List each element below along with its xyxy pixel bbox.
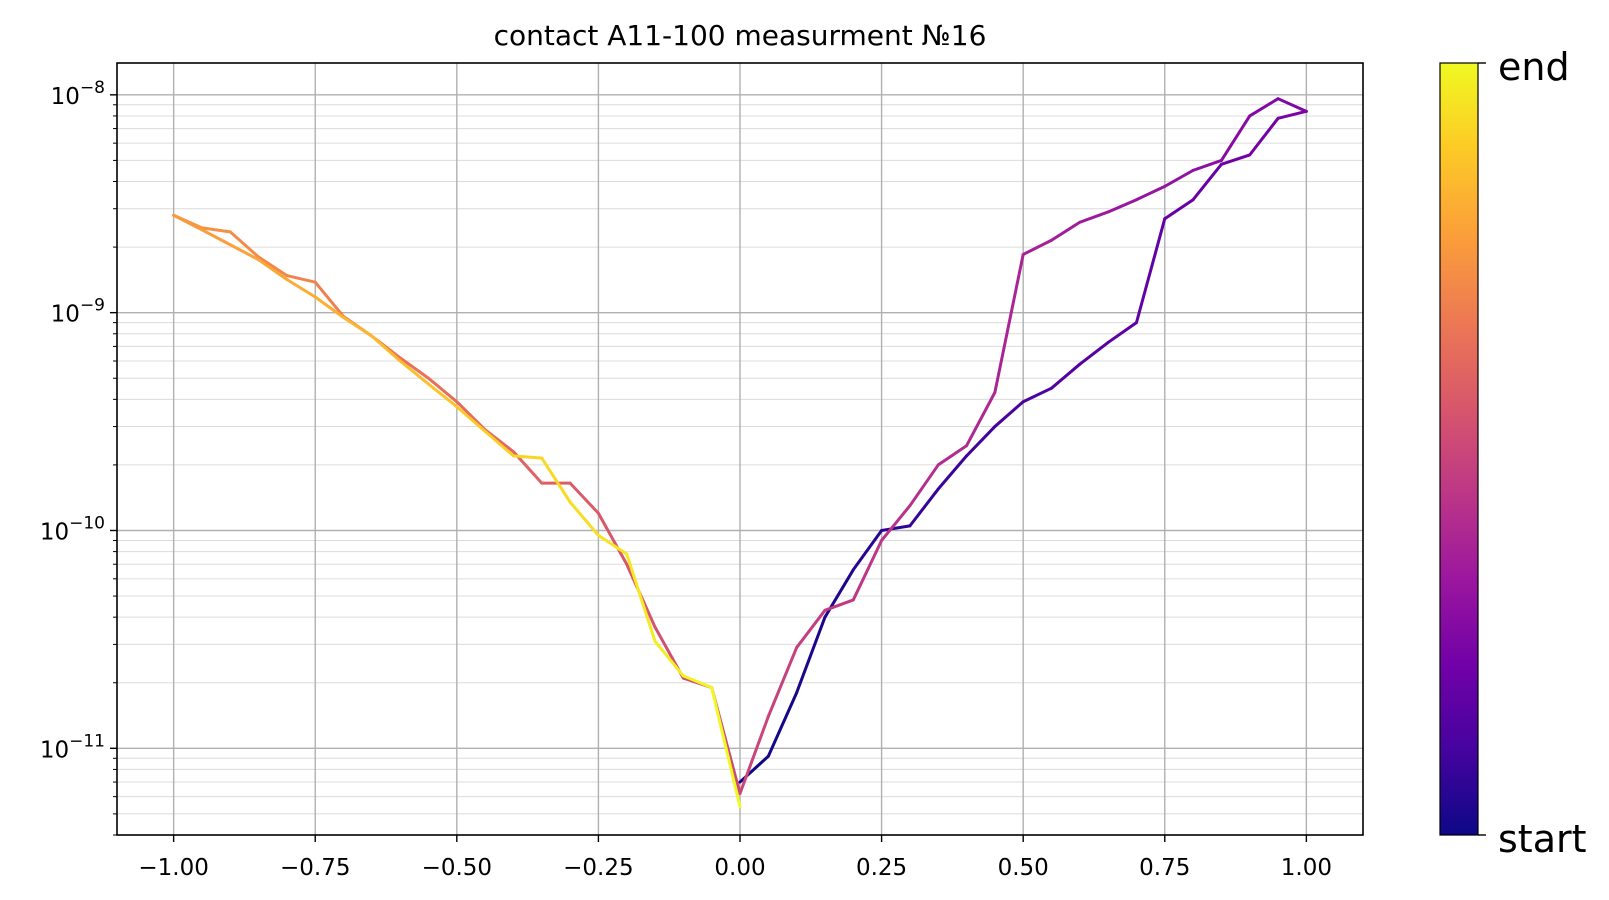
data-segment (823, 598, 855, 612)
data-segment (993, 252, 1025, 394)
x-tick-label: 0.25 (856, 855, 907, 881)
data-segment (313, 295, 346, 320)
y-tick-label: 10−11 (40, 731, 105, 763)
data-segment (880, 524, 912, 532)
data-segment (228, 230, 261, 259)
data-segment (1248, 116, 1280, 157)
data-segment (1134, 217, 1167, 325)
data-segment (1191, 162, 1223, 202)
data-segment (1021, 238, 1053, 256)
data-segment (766, 691, 799, 758)
data-segment (568, 481, 600, 515)
data-segment (795, 615, 827, 695)
colorbar-label-start: start (1498, 817, 1587, 861)
colorbar (1439, 62, 1479, 836)
sweep-lines (172, 97, 1308, 809)
data-segment (908, 487, 940, 528)
data-segment (1021, 386, 1053, 404)
colorbar-label-end: end (1498, 45, 1570, 89)
data-segment (993, 400, 1025, 429)
data-segment (1276, 97, 1308, 113)
data-segment (427, 376, 459, 404)
data-segment (313, 280, 346, 319)
data-segment (398, 356, 430, 380)
data-segment (596, 533, 629, 556)
data-segment (285, 274, 317, 284)
data-segment (851, 528, 884, 572)
data-segment (427, 382, 459, 409)
x-tick-label: −0.50 (422, 855, 492, 881)
data-segment (228, 243, 261, 262)
y-tick-label: 10−10 (40, 513, 105, 545)
y-axis: 10−8 10−9 10−10 10−11 (40, 78, 117, 836)
data-segment (285, 277, 317, 299)
data-segment (200, 228, 232, 247)
data-segment (483, 428, 515, 454)
data-segment (257, 255, 289, 278)
x-tick-label: 0.75 (1139, 855, 1190, 881)
data-segment (851, 538, 884, 602)
data-segment (965, 391, 997, 448)
data-segment (540, 456, 572, 504)
x-tick-label: 0.50 (998, 855, 1049, 881)
data-segment (965, 425, 997, 458)
data-segment (681, 674, 714, 690)
data-segment (511, 454, 544, 460)
data-segment (398, 359, 430, 386)
data-segment (625, 552, 657, 643)
grid (117, 63, 1363, 835)
data-segment (200, 226, 232, 234)
data-segment (172, 213, 204, 232)
data-segment (1163, 198, 1195, 221)
data-segment (1078, 210, 1110, 224)
data-segment (370, 334, 402, 363)
data-segment (483, 429, 515, 458)
y-tick-label: 10−8 (51, 78, 105, 110)
data-segment (766, 646, 799, 718)
data-segment (1191, 158, 1223, 172)
x-tick-label: 1.00 (1281, 855, 1332, 881)
data-segment (738, 714, 770, 796)
data-segment (1050, 220, 1082, 242)
data-segment (936, 454, 969, 491)
data-segment (1219, 114, 1252, 162)
data-segment (1106, 321, 1138, 344)
x-tick-label: 0.00 (714, 855, 765, 881)
chart-title: contact A11-100 measurment №16 (494, 19, 987, 52)
data-segment (1219, 153, 1252, 166)
data-segment (1163, 168, 1195, 188)
data-segment (1106, 198, 1138, 214)
data-segment (880, 504, 912, 542)
data-segment (1134, 184, 1167, 202)
data-segment (257, 258, 289, 281)
data-segment (710, 686, 742, 809)
data-segment (568, 500, 600, 537)
data-segment (455, 400, 487, 432)
data-segment (936, 444, 969, 467)
data-segment (653, 639, 685, 678)
x-axis: −1.00 −0.75 −0.50 −0.25 0.00 0.25 0.50 0.75 1.00 (138, 835, 1332, 881)
y-tick-label: 10−9 (51, 296, 105, 328)
data-segment (1248, 97, 1280, 118)
data-segment (1276, 109, 1308, 120)
data-segment (342, 316, 374, 338)
x-tick-label: −1.00 (138, 855, 208, 881)
data-segment (1050, 362, 1082, 390)
data-segment (1078, 340, 1110, 366)
data-segment (908, 463, 940, 508)
data-segment (455, 405, 487, 433)
data-segment (795, 608, 827, 650)
x-tick-label: −0.75 (280, 855, 350, 881)
data-segment (596, 511, 629, 566)
x-tick-label: −0.25 (563, 855, 633, 881)
